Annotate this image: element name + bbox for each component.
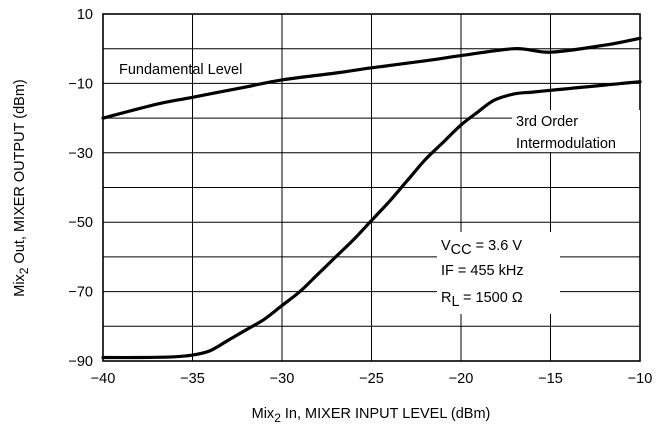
x-tick-label: −10: [628, 371, 653, 387]
y-tick-label: −50: [68, 215, 93, 231]
x-tick-label: −35: [180, 371, 205, 387]
y-tick-label: 10: [77, 7, 93, 23]
label-vcc: VCC = 3.6 V: [441, 238, 522, 258]
plot-frame: [102, 13, 641, 362]
label-imd-line1: 3rd Order: [516, 114, 578, 130]
y-tick-label: −30: [68, 146, 93, 162]
label-imd-background: [512, 110, 640, 152]
y-tick-label: −10: [68, 76, 93, 92]
y-tick-label: −90: [68, 354, 93, 370]
x-tick-label: −15: [538, 371, 563, 387]
series-fundamental-line: [101, 36, 642, 120]
label-if: IF = 455 kHz: [441, 263, 524, 279]
chart-tick-labels: −40 −35 −30 −25 −20 −15 −10 10 −10 −30 −50 −70 −90: [68, 7, 652, 387]
label-fundamental-level: Fundamental Level: [119, 62, 242, 78]
conditions-background: [437, 232, 560, 314]
x-tick-label: −30: [270, 371, 295, 387]
y-tick-label: −70: [68, 285, 93, 301]
x-tick-label: −25: [359, 371, 384, 387]
chart-series: [101, 36, 642, 360]
label-rl: RL = 1500 Ω: [441, 290, 523, 310]
x-tick-label: −20: [449, 371, 474, 387]
x-tick-label: −40: [91, 371, 116, 387]
x-axis-title: Mix2 In, MIXER INPUT LEVEL (dBm): [252, 406, 491, 425]
label-imd-line2: Intermodulation: [516, 136, 616, 152]
y-axis-title: Mix2 Out, MIXER OUTPUT (dBm): [12, 79, 31, 297]
series-imd3-line: [101, 80, 642, 360]
